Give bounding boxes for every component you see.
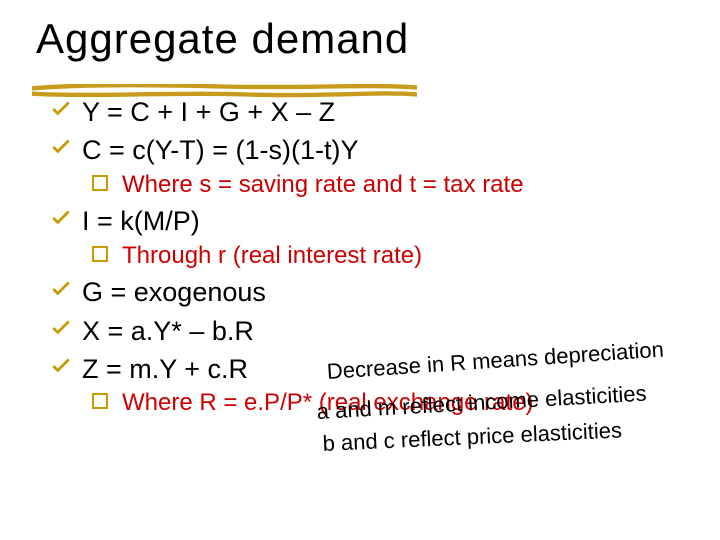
bullet-eq-g: G = exogenous — [82, 274, 684, 310]
brush-stroke-1 — [32, 85, 417, 88]
sub-bullet-r: Through r (real interest rate) — [122, 240, 684, 272]
sub-text: Where s = saving rate and t = tax rate — [122, 171, 524, 198]
bullet-eq-i: I = k(M/P) Through r (real interest rate… — [82, 203, 684, 272]
check-icon — [48, 315, 74, 341]
sub-list: Through r (real interest rate) — [82, 240, 684, 272]
bullet-eq-c: C = c(Y-T) = (1-s)(1-t)Y Where s = savin… — [82, 132, 684, 201]
sub-list: Where s = saving rate and t = tax rate — [82, 169, 684, 201]
square-icon — [92, 246, 108, 262]
square-icon — [92, 393, 108, 409]
bullet-text: I = k(M/P) — [82, 206, 200, 236]
check-icon — [48, 96, 74, 122]
sub-bullet-st: Where s = saving rate and t = tax rate — [122, 169, 684, 201]
bullet-eq-y: Y = C + I + G + X – Z — [82, 94, 684, 130]
check-icon — [48, 134, 74, 160]
bullet-text: Z = m.Y + c.R — [82, 354, 248, 384]
title-wrap: Aggregate demand — [36, 18, 409, 94]
page-title: Aggregate demand — [36, 18, 409, 60]
bullet-text: Y = C + I + G + X – Z — [82, 97, 335, 127]
slide: Aggregate demand Y = C + I + G + X – Z C… — [0, 0, 720, 540]
check-icon — [48, 353, 74, 379]
bullet-text: G = exogenous — [82, 277, 266, 307]
square-icon — [92, 175, 108, 191]
sub-text: Through r (real interest rate) — [122, 242, 422, 269]
bullet-text: X = a.Y* – b.R — [82, 316, 254, 346]
bullet-text: C = c(Y-T) = (1-s)(1-t)Y — [82, 135, 359, 165]
check-icon — [48, 205, 74, 231]
check-icon — [48, 276, 74, 302]
